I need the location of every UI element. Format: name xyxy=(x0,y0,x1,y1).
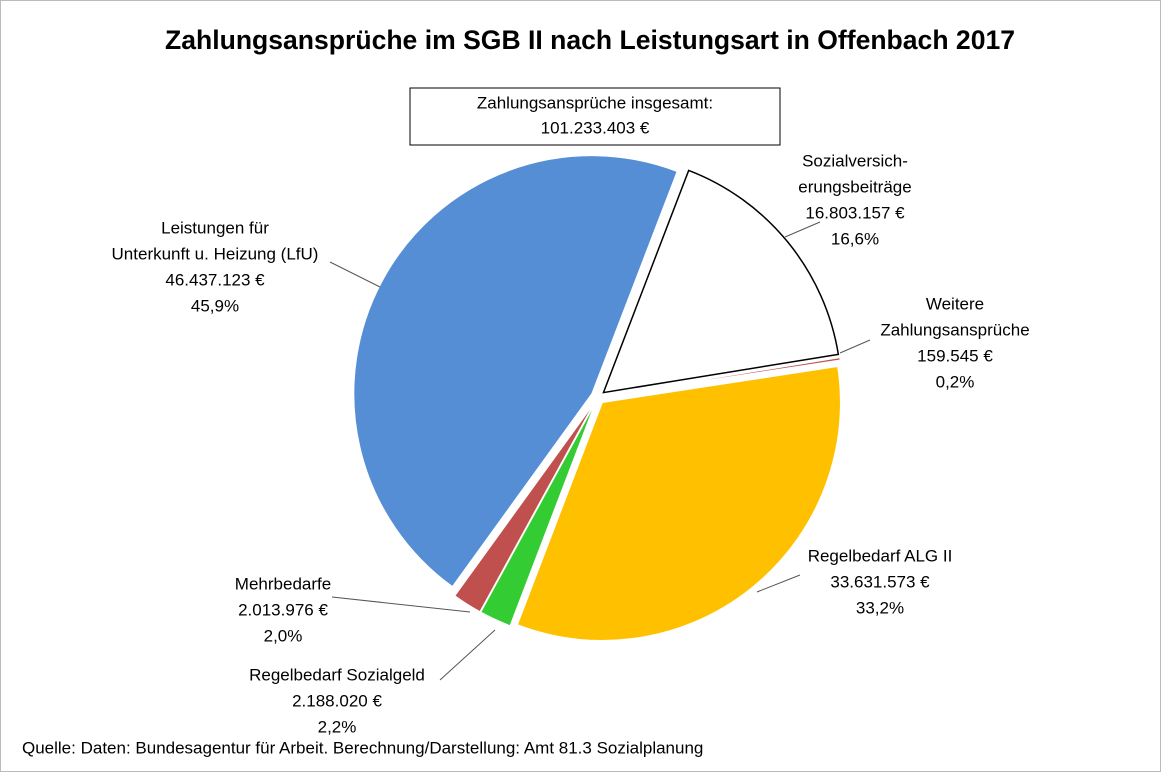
value-label: 2.188.020 € xyxy=(292,691,382,710)
leader-line xyxy=(329,261,381,288)
pie-slice xyxy=(602,169,840,394)
slice-label: Zahlungsansprüche xyxy=(880,320,1029,339)
percent-label: 45,9% xyxy=(191,296,239,315)
value-label: 46.437.123 € xyxy=(165,270,265,289)
slice-label: Regelbedarf Sozialgeld xyxy=(249,665,425,684)
percent-label: 16,6% xyxy=(831,229,879,248)
pie-slice xyxy=(353,155,678,588)
leader-line xyxy=(331,596,471,613)
leader-line xyxy=(784,221,821,238)
percent-label: 2,2% xyxy=(318,717,357,736)
value-label: 16.803.157 € xyxy=(805,203,905,222)
pie-slice xyxy=(516,365,841,641)
slice-label: erungsbeiträge xyxy=(798,177,911,196)
percent-label: 2,0% xyxy=(264,626,303,645)
source-note: Quelle: Daten: Bundesagentur für Arbeit.… xyxy=(22,738,703,757)
value-label: 159.545 € xyxy=(917,346,993,365)
percent-label: 0,2% xyxy=(936,372,975,391)
slice-label: Weitere xyxy=(926,294,984,313)
total-box xyxy=(409,87,781,146)
slice-label: Mehrbedarfe xyxy=(235,574,331,593)
leader-line xyxy=(439,629,496,681)
pie-slice xyxy=(604,357,841,397)
slice-label: Leistungen für xyxy=(161,218,269,237)
total-value: 101.233.403 € xyxy=(541,118,650,137)
slice-label: Sozialversich- xyxy=(802,151,908,170)
leader-line xyxy=(756,574,801,593)
chart-title: Zahlungsansprüche im SGB II nach Leistun… xyxy=(165,25,1015,55)
value-label: 2.013.976 € xyxy=(238,600,328,619)
total-caption: Zahlungsansprüche insgesamt: xyxy=(477,93,713,112)
value-label: 33.631.573 € xyxy=(830,572,930,591)
slice-label: Unterkunft u. Heizung (LfU) xyxy=(112,244,319,263)
slice-label: Regelbedarf ALG II xyxy=(808,546,953,565)
pie-slice xyxy=(480,403,596,627)
leader-line xyxy=(839,339,871,354)
pie-slice xyxy=(454,402,595,613)
percent-label: 33,2% xyxy=(856,598,904,617)
